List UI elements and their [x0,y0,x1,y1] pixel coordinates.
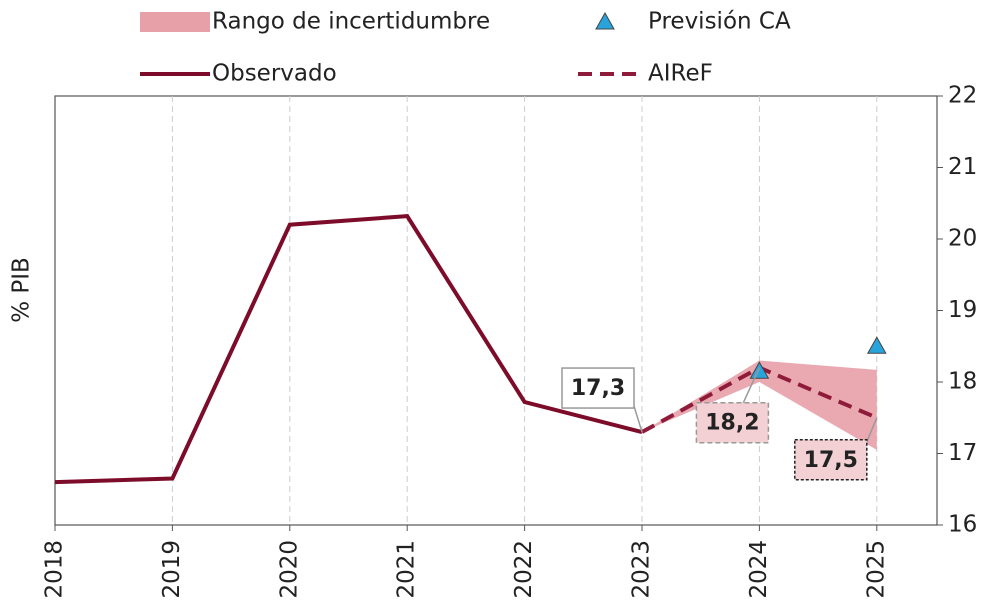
forecast-marker [749,361,770,379]
uncertainty-band [642,360,877,450]
x-tick-label: 2024 [746,540,772,599]
x-tick-label: 2021 [394,540,420,599]
x-tick-label: 2019 [159,540,185,599]
forecast-marker [866,336,887,354]
legend-swatch [140,12,210,32]
x-tick-label: 2020 [276,540,302,599]
y-axis-label: % PIB [9,257,35,323]
x-tick-label: 2018 [42,540,68,599]
legend-label: Rango de incertidumbre [212,9,490,35]
label-box [561,367,635,409]
label-box [695,401,770,444]
data-label: 17,5 [804,448,858,473]
label-leader [633,405,643,433]
y-tick-label: 20 [948,226,977,252]
x-tick-label: 2022 [511,540,537,599]
data-label: 18,2 [705,411,759,436]
y-tick-label: 17 [948,440,977,466]
y-tick-label: 21 [948,154,977,180]
line [54,214,643,485]
x-tick-label: 2025 [863,540,889,599]
y-tick-label: 16 [948,512,977,538]
label-leader [741,367,761,406]
legend-label: Observado [212,61,337,87]
x-tick-label: 2023 [629,540,655,599]
y-tick-label: 18 [948,369,977,395]
label-box [794,439,868,481]
label-leader [866,417,878,443]
legend-label: AIReF [648,61,713,87]
y-tick-label: 19 [948,297,977,323]
legend-label: Previsión CA [648,9,791,35]
y-tick-label: 22 [948,83,977,109]
data-label: 17,3 [571,376,625,401]
legend-swatch [595,11,615,30]
